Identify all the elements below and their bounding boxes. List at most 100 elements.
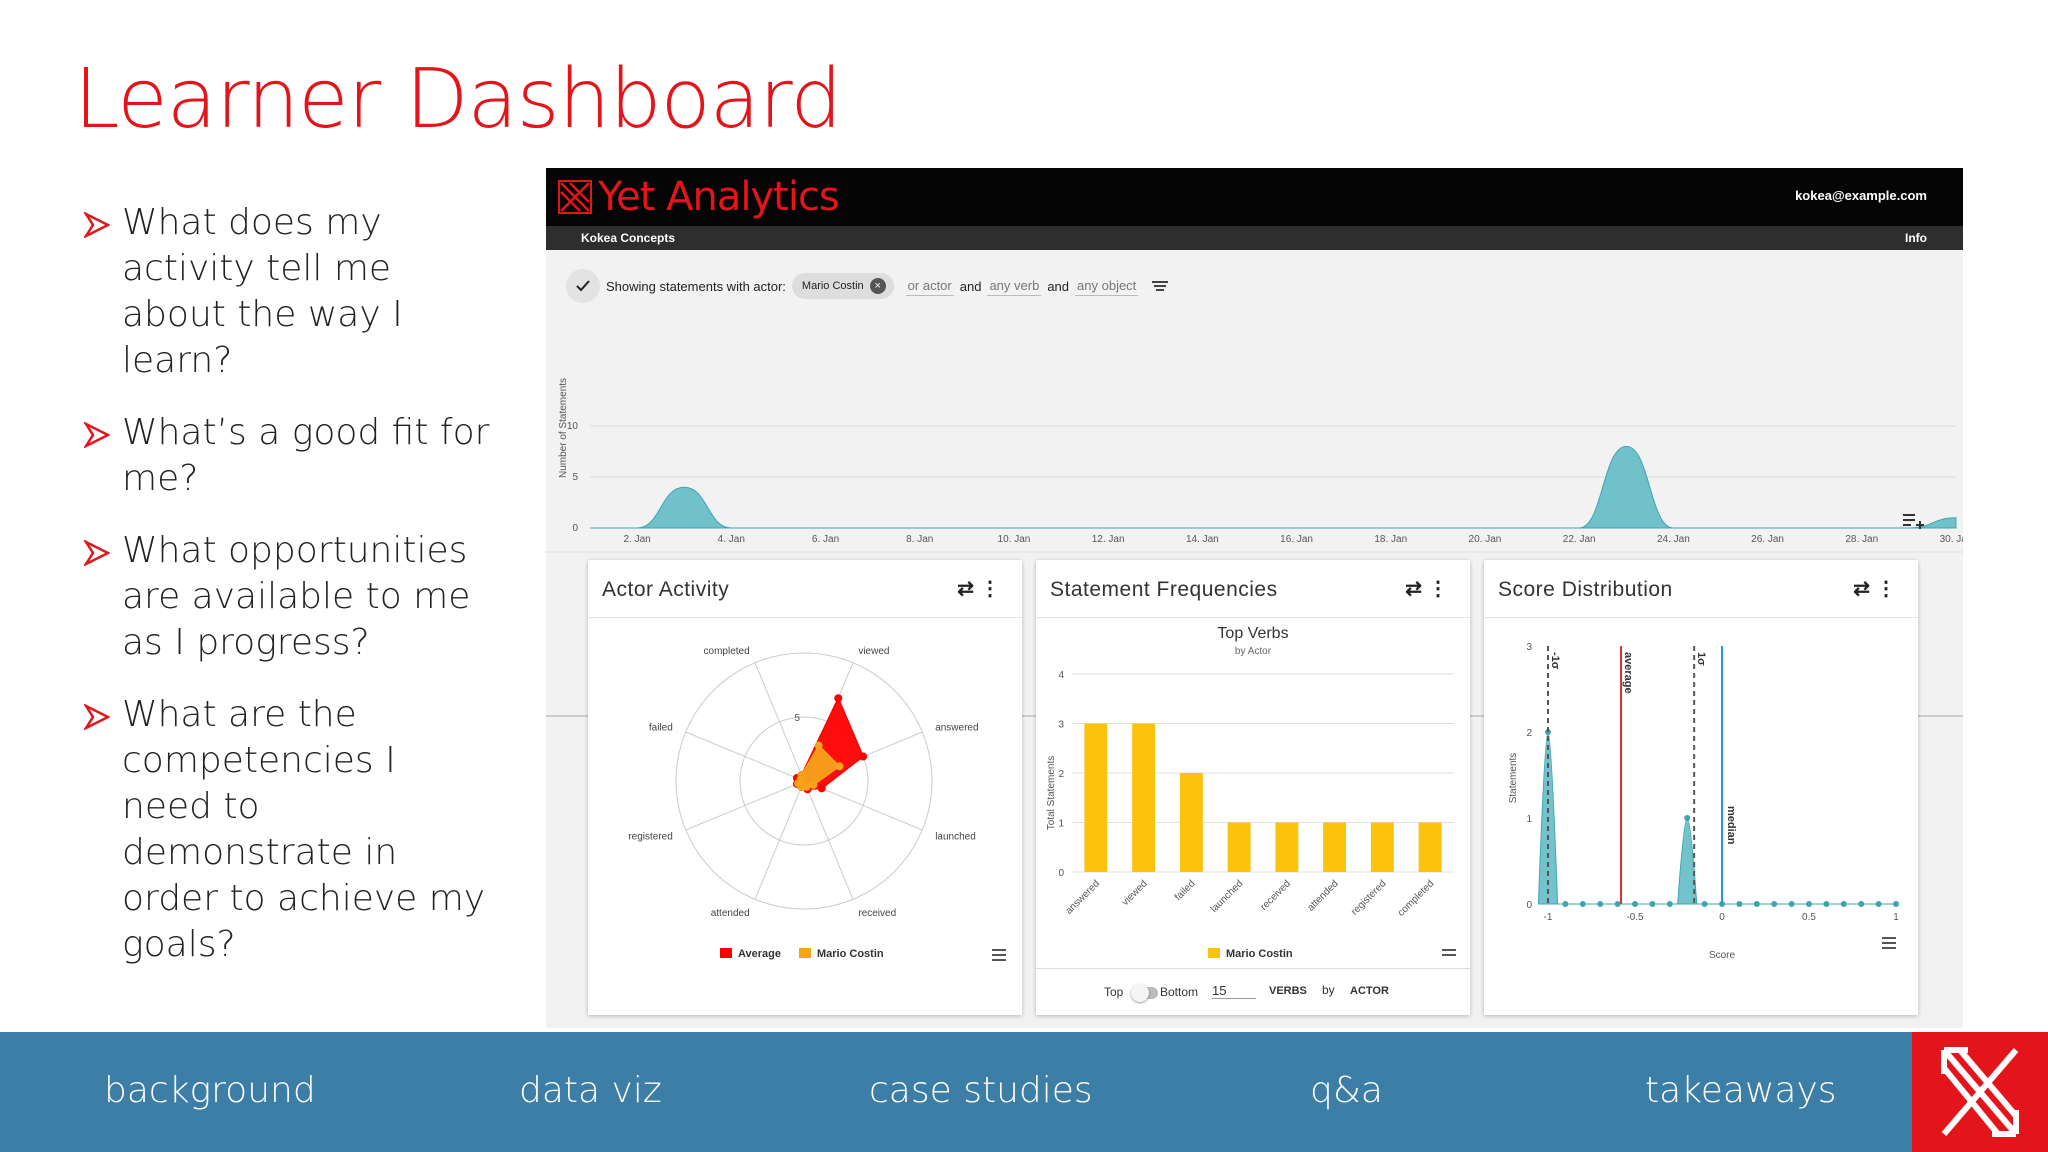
radar-point: [809, 780, 818, 789]
brand-mark: [1912, 1032, 2048, 1152]
score-point[interactable]: [1562, 901, 1569, 907]
radar-axis-label: launched: [935, 831, 976, 842]
arrow-bullet-icon: [84, 704, 110, 730]
score-point[interactable]: [1875, 901, 1882, 907]
project-name[interactable]: Kokea Concepts: [581, 231, 676, 245]
score-point[interactable]: [1806, 901, 1812, 907]
bar[interactable]: [1323, 822, 1347, 873]
filter-menu-icon[interactable]: [1152, 280, 1169, 292]
bar[interactable]: [1370, 822, 1394, 873]
actor-select[interactable]: ACTOR: [1350, 985, 1389, 997]
score-point[interactable]: [1840, 901, 1847, 907]
chart-menu-icon[interactable]: [1442, 949, 1456, 958]
radar-point: [834, 694, 843, 703]
score-point[interactable]: [1788, 901, 1795, 907]
legend-label[interactable]: Average: [738, 948, 781, 960]
yet-logo-icon: [558, 180, 592, 214]
x-tick-label: received: [1258, 878, 1293, 913]
filter-toggle-button[interactable]: [566, 269, 600, 303]
x-tick-label: failed: [1173, 878, 1198, 903]
score-point[interactable]: [1632, 901, 1638, 907]
project-bar: Kokea Concepts Info: [546, 226, 1963, 250]
score-point[interactable]: [1579, 901, 1586, 907]
reference-line-label: 1σ: [1695, 652, 1707, 666]
x-tick-label: attended: [1305, 878, 1340, 913]
y-axis-label: Total Statements: [1046, 756, 1057, 830]
object-input[interactable]: any object: [1075, 276, 1139, 296]
bar[interactable]: [1275, 822, 1299, 873]
add-panel-icon[interactable]: [1902, 512, 1924, 530]
panel-header: Score Distribution ⇄ ⋮: [1484, 560, 1918, 618]
bar[interactable]: [1084, 723, 1108, 873]
brand-logo[interactable]: Yet Analytics: [558, 174, 840, 220]
count-input[interactable]: 15: [1212, 983, 1256, 999]
section-nav: background data viz case studies q&a tak…: [0, 1032, 1912, 1152]
bar[interactable]: [1227, 822, 1251, 873]
panel-title: Actor Activity: [602, 578, 730, 601]
x-tick-label: 22. Jan: [1563, 534, 1596, 545]
legend-label[interactable]: Mario Costin: [817, 948, 884, 960]
score-point[interactable]: [1893, 901, 1899, 907]
or-actor-input[interactable]: or actor: [905, 276, 954, 296]
chip-remove-icon[interactable]: ×: [869, 278, 886, 294]
verb-input[interactable]: any verb: [987, 276, 1042, 296]
y-tick-label: 4: [1058, 670, 1064, 681]
swap-icon[interactable]: ⇄: [957, 578, 974, 600]
radar-spoke: [803, 780, 854, 900]
y-tick-label: 1: [1526, 814, 1532, 825]
score-point[interactable]: [1771, 901, 1778, 907]
legend-label[interactable]: Mario Costin: [1226, 948, 1293, 958]
score-point[interactable]: [1736, 901, 1743, 907]
radar-axis-label: viewed: [858, 646, 889, 657]
score-point[interactable]: [1597, 901, 1604, 907]
x-tick-label: -0.5: [1626, 912, 1644, 923]
by-label: by: [1322, 983, 1335, 997]
swap-icon[interactable]: ⇄: [1853, 578, 1870, 600]
nav-case-studies[interactable]: case studies: [869, 1070, 1093, 1111]
score-point[interactable]: [1823, 901, 1830, 907]
verbs-select[interactable]: VERBS: [1269, 985, 1307, 997]
x-tick-label: -1: [1544, 912, 1553, 923]
panel-header: Statement Frequencies ⇄ ⋮: [1036, 560, 1470, 618]
more-vert-icon[interactable]: ⋮: [1428, 578, 1448, 600]
x-tick-label: 6. Jan: [812, 534, 839, 545]
more-vert-icon[interactable]: ⋮: [980, 578, 1000, 600]
nav-qa[interactable]: q&a: [1310, 1070, 1383, 1111]
bar[interactable]: [1418, 822, 1442, 873]
radar-point: [814, 741, 823, 750]
x-tick-label: 18. Jan: [1374, 534, 1407, 545]
score-point[interactable]: [1684, 815, 1691, 821]
radar-axis-label: answered: [935, 723, 978, 734]
bar[interactable]: [1179, 773, 1203, 872]
radar-axis-label: completed: [704, 646, 750, 657]
user-email[interactable]: kokea@example.com: [1795, 188, 1927, 203]
score-point[interactable]: [1614, 901, 1621, 907]
score-point[interactable]: [1666, 901, 1673, 907]
y-tick-label: 5: [572, 472, 578, 483]
panel-title: Statement Frequencies: [1050, 578, 1278, 601]
more-vert-icon[interactable]: ⋮: [1876, 578, 1896, 600]
nav-background[interactable]: background: [104, 1070, 316, 1111]
radar-ring: [675, 652, 933, 910]
radar-spoke: [685, 731, 805, 782]
score-point[interactable]: [1858, 901, 1865, 907]
top-bottom-toggle[interactable]: [1131, 984, 1158, 1002]
score-point[interactable]: [1649, 901, 1656, 907]
check-icon: [576, 280, 590, 292]
x-tick-label: 12. Jan: [1092, 534, 1125, 545]
chart-menu-icon[interactable]: [992, 949, 1006, 961]
nav-data-viz[interactable]: data viz: [519, 1070, 662, 1111]
score-density-area: [1537, 731, 1896, 905]
nav-takeaways[interactable]: takeaways: [1645, 1070, 1837, 1111]
info-link[interactable]: Info: [1905, 231, 1927, 245]
x-tick-label: 26. Jan: [1751, 534, 1784, 545]
x-axis-label: Score: [1709, 950, 1736, 961]
score-point[interactable]: [1701, 901, 1708, 907]
x-tick-label: 4. Jan: [718, 534, 745, 545]
score-point[interactable]: [1753, 901, 1760, 907]
x-tick-label: 2. Jan: [623, 534, 650, 545]
chart-menu-icon[interactable]: [1882, 937, 1896, 949]
swap-icon[interactable]: ⇄: [1405, 578, 1422, 600]
bar[interactable]: [1132, 723, 1156, 873]
actor-chip[interactable]: Mario Costin ×: [791, 273, 894, 299]
